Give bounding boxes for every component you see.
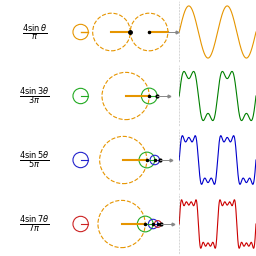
Text: $\frac{4\sin\theta}{\pi}$: $\frac{4\sin\theta}{\pi}$ <box>22 22 47 42</box>
Text: $\frac{4\sin5\theta}{5\pi}$: $\frac{4\sin5\theta}{5\pi}$ <box>19 150 50 170</box>
Text: $\frac{4\sin7\theta}{7\pi}$: $\frac{4\sin7\theta}{7\pi}$ <box>19 214 50 234</box>
Text: $\frac{4\sin3\theta}{3\pi}$: $\frac{4\sin3\theta}{3\pi}$ <box>19 86 50 106</box>
